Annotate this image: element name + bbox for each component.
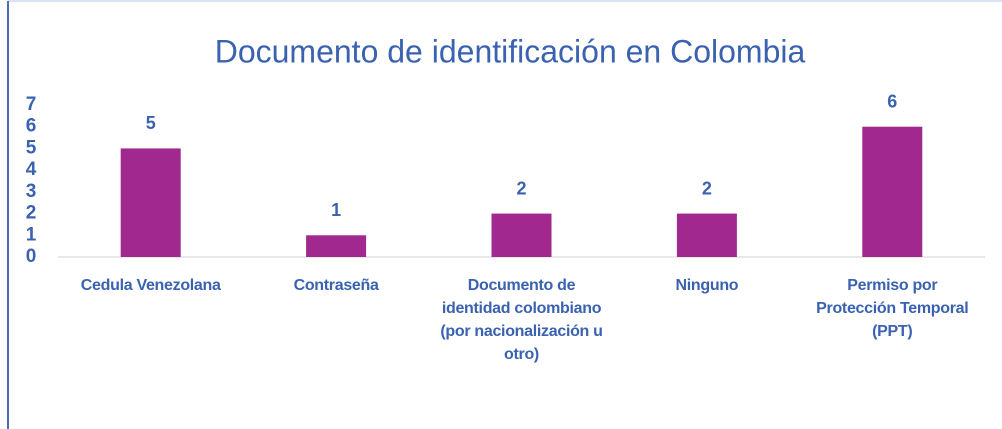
data-label: 1 — [331, 200, 341, 220]
y-tick-label: 1 — [26, 224, 37, 245]
bar — [676, 213, 737, 257]
data-label: 5 — [146, 113, 156, 133]
y-tick-label: 2 — [26, 203, 37, 224]
bar — [120, 148, 181, 257]
bar — [306, 235, 367, 257]
y-tick-label: 3 — [26, 181, 37, 202]
bar — [862, 126, 923, 257]
x-tick-label: Documento de identidad colombiano (por n… — [440, 277, 603, 363]
x-tick-label: Contraseña — [293, 277, 379, 294]
chart-title: Documento de identificación en Colombia — [215, 33, 806, 69]
y-tick-label: 4 — [26, 159, 37, 180]
y-tick-label: 6 — [26, 116, 37, 137]
data-label: 2 — [702, 178, 712, 198]
x-tick-label: Permiso por Protección Temporal (PPT) — [816, 277, 969, 340]
bar — [491, 213, 552, 257]
data-label: 2 — [516, 178, 526, 198]
y-tick-label: 0 — [26, 246, 37, 267]
y-tick-label: 5 — [26, 137, 37, 158]
x-tick-label: Cedula Venezolana — [80, 277, 221, 294]
x-tick-label: Ninguno — [675, 277, 739, 294]
y-tick-label: 7 — [26, 94, 37, 115]
data-label: 6 — [887, 91, 897, 111]
